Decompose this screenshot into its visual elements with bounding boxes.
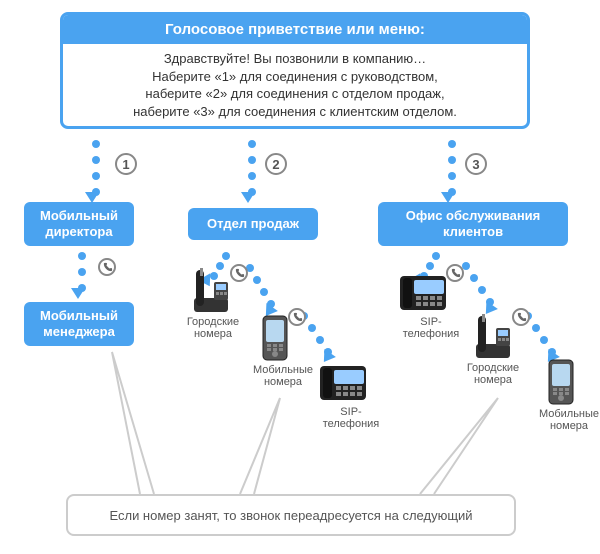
handset-icon [288, 308, 306, 326]
handset-icon [230, 264, 248, 282]
option-badge-2: 2 [265, 153, 287, 175]
phone-label: SIP-телефония [316, 406, 386, 430]
connector-dot [316, 336, 324, 344]
dept-box-1: Мобильный директора [24, 202, 134, 246]
connector-dot [92, 172, 100, 180]
greeting-body: Здравствуйте! Вы позвонили в компанию… Н… [73, 50, 517, 120]
connector-arrow [71, 288, 85, 299]
connector-dot [78, 252, 86, 260]
connector-arrow [241, 192, 255, 203]
dept-box-3: Офис обслуживания клиентов [378, 202, 568, 246]
greeting-line4: наберите «3» для соединения с клиентским… [73, 103, 517, 121]
connector-dot [248, 172, 256, 180]
handset-icon [446, 264, 464, 282]
phone-label: Городские номера [178, 316, 248, 340]
handset-icon [98, 258, 116, 276]
phone-mobile-icon [260, 314, 290, 362]
phone-mobile-icon [546, 358, 576, 406]
note-box: Если номер занят, то звонок переадресует… [66, 494, 516, 536]
connector-dot [260, 288, 268, 296]
phone-desk-icon [398, 268, 448, 314]
phone-label: Городские номера [458, 362, 528, 386]
connector-dot [78, 268, 86, 276]
phone-label: Мобильные номера [534, 408, 600, 432]
connector-dot [253, 276, 261, 284]
handset-icon [512, 308, 530, 326]
phone-landline-icon [472, 314, 514, 360]
option-badge-1: 1 [115, 153, 137, 175]
connector-dot [470, 274, 478, 282]
note-text: Если номер занят, то звонок переадресует… [109, 508, 472, 523]
sub-dept-box: Мобильный менеджера [24, 302, 134, 346]
connector-dot [222, 252, 230, 260]
connector-dot [448, 172, 456, 180]
connector-dot [92, 140, 100, 148]
connector-dot [248, 140, 256, 148]
phone-landline-icon [190, 268, 232, 314]
connector-dot [448, 156, 456, 164]
phone-desk-icon [318, 358, 368, 404]
connector-dot [248, 156, 256, 164]
connector-arrow [85, 192, 99, 203]
greeting-line3: наберите «2» для соединения с отделом пр… [73, 85, 517, 103]
greeting-title: Голосовое приветствие или меню: [63, 15, 527, 44]
greeting-line2: Наберите «1» для соединения с руководств… [73, 68, 517, 86]
connector-dot [92, 156, 100, 164]
connector-dot [478, 286, 486, 294]
connector-dot [448, 140, 456, 148]
connector-dot [532, 324, 540, 332]
greeting-line1: Здравствуйте! Вы позвонили в компанию… [73, 50, 517, 68]
connector-arrow [441, 192, 455, 203]
connector-dot [308, 324, 316, 332]
greeting-box: Голосовое приветствие или меню: Здравств… [60, 12, 530, 129]
dept-box-2: Отдел продаж [188, 208, 318, 240]
option-badge-3: 3 [465, 153, 487, 175]
phone-label: Мобильные номера [248, 364, 318, 388]
phone-label: SIP-телефония [396, 316, 466, 340]
connector-dot [432, 252, 440, 260]
connector-dot [540, 336, 548, 344]
